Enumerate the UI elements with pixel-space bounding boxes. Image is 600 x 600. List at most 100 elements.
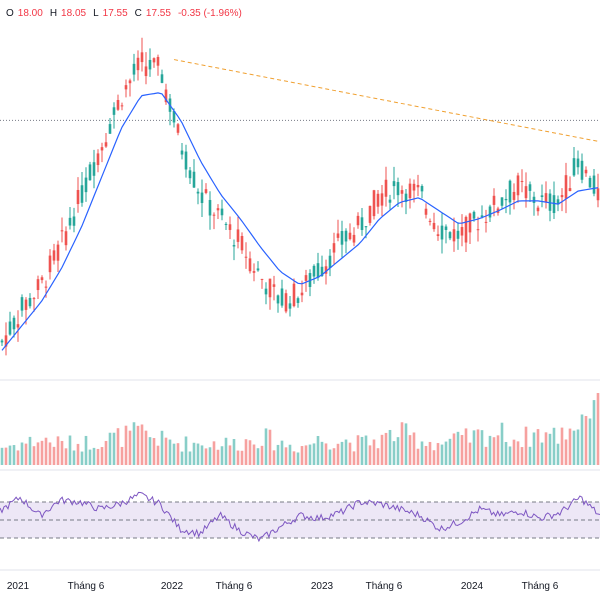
candle-body[interactable] — [368, 205, 372, 223]
candle-body[interactable] — [324, 266, 328, 274]
candle-body[interactable] — [84, 177, 88, 193]
volume-bar[interactable] — [260, 445, 264, 465]
candle-body[interactable] — [588, 177, 592, 188]
volume-bar[interactable] — [204, 448, 208, 465]
candle-body[interactable] — [4, 335, 8, 347]
volume-bar[interactable] — [300, 446, 304, 465]
candle-body[interactable] — [272, 284, 276, 287]
volume-bar[interactable] — [508, 446, 512, 465]
candle-body[interactable] — [476, 229, 480, 231]
volume-bar[interactable] — [156, 445, 160, 465]
candle-body[interactable] — [16, 324, 20, 328]
candle-body[interactable] — [544, 193, 548, 203]
candle-body[interactable] — [80, 185, 84, 203]
volume-bar[interactable] — [420, 441, 424, 465]
volume-bar[interactable] — [428, 441, 432, 465]
volume-bar[interactable] — [236, 450, 240, 465]
candle-body[interactable] — [528, 184, 532, 191]
volume-bar[interactable] — [416, 448, 420, 465]
candle-body[interactable] — [260, 278, 264, 280]
volume-bar[interactable] — [520, 447, 524, 465]
volume-bar[interactable] — [388, 429, 392, 465]
candle-body[interactable] — [228, 224, 232, 230]
volume-bar[interactable] — [356, 435, 360, 465]
candle-body[interactable] — [444, 226, 448, 230]
volume-bar[interactable] — [48, 442, 52, 465]
volume-bar[interactable] — [588, 418, 592, 465]
candle-body[interactable] — [392, 181, 396, 187]
candle-body[interactable] — [244, 256, 248, 258]
volume-bar[interactable] — [216, 449, 220, 465]
volume-bar[interactable] — [368, 445, 372, 465]
candle-body[interactable] — [560, 195, 564, 198]
volume-bar[interactable] — [252, 444, 256, 465]
candle-body[interactable] — [88, 164, 92, 181]
moving-average-line[interactable] — [1, 92, 599, 351]
volume-bar[interactable] — [344, 439, 348, 465]
candle-body[interactable] — [452, 229, 456, 242]
volume-bar[interactable] — [464, 428, 468, 465]
volume-bar[interactable] — [452, 433, 456, 465]
volume-bar[interactable] — [384, 432, 388, 465]
candle-body[interactable] — [568, 188, 572, 191]
volume-bar[interactable] — [40, 440, 44, 465]
candle-body[interactable] — [68, 217, 72, 226]
candle-body[interactable] — [292, 283, 296, 307]
candle-body[interactable] — [504, 198, 508, 201]
candle-body[interactable] — [280, 288, 284, 306]
candle-body[interactable] — [532, 196, 536, 203]
volume-bar[interactable] — [60, 440, 64, 465]
candle-body[interactable] — [128, 80, 132, 84]
candle-body[interactable] — [160, 74, 164, 83]
candle-body[interactable] — [104, 142, 108, 147]
candle-body[interactable] — [24, 299, 28, 310]
volume-bar[interactable] — [488, 435, 492, 465]
candle-body[interactable] — [92, 162, 96, 176]
candle-body[interactable] — [196, 191, 200, 194]
price-pane[interactable] — [0, 37, 600, 356]
candle-body[interactable] — [536, 207, 540, 212]
candle-body[interactable] — [212, 214, 216, 216]
candle-body[interactable] — [432, 222, 436, 230]
candle-body[interactable] — [100, 147, 104, 151]
candle-body[interactable] — [176, 124, 180, 133]
volume-bar[interactable] — [100, 447, 104, 465]
rsi-line[interactable] — [0, 491, 600, 543]
candle-body[interactable] — [388, 199, 392, 203]
volume-bar[interactable] — [52, 446, 56, 465]
candle-body[interactable] — [216, 208, 220, 211]
candle-body[interactable] — [236, 229, 240, 242]
volume-bar[interactable] — [328, 449, 332, 465]
candle-body[interactable] — [108, 124, 112, 134]
volume-bar[interactable] — [92, 447, 96, 465]
candle-body[interactable] — [276, 295, 280, 304]
volume-bar[interactable] — [404, 423, 408, 465]
candle-body[interactable] — [576, 158, 580, 168]
candle-body[interactable] — [500, 197, 504, 206]
candle-body[interactable] — [404, 193, 408, 202]
volume-bar[interactable] — [532, 432, 536, 465]
volume-bar[interactable] — [264, 428, 268, 465]
candle-body[interactable] — [32, 298, 36, 300]
volume-bar[interactable] — [192, 442, 196, 465]
candle-body[interactable] — [268, 278, 272, 298]
volume-bar[interactable] — [160, 430, 164, 465]
volume-bar[interactable] — [132, 422, 136, 465]
candle-body[interactable] — [516, 175, 520, 196]
volume-bar[interactable] — [128, 430, 132, 465]
candle-body[interactable] — [316, 263, 320, 278]
candle-body[interactable] — [132, 63, 136, 75]
volume-bar[interactable] — [480, 430, 484, 465]
candle-body[interactable] — [180, 150, 184, 155]
candle-body[interactable] — [580, 160, 584, 180]
volume-bar[interactable] — [284, 447, 288, 465]
volume-bar[interactable] — [176, 443, 180, 465]
volume-bar[interactable] — [396, 437, 400, 465]
candle-body[interactable] — [428, 220, 432, 222]
candle-body[interactable] — [380, 193, 384, 206]
volume-bar[interactable] — [44, 437, 48, 465]
candle-body[interactable] — [488, 206, 492, 218]
candle-body[interactable] — [248, 258, 252, 272]
volume-bar[interactable] — [360, 436, 364, 465]
